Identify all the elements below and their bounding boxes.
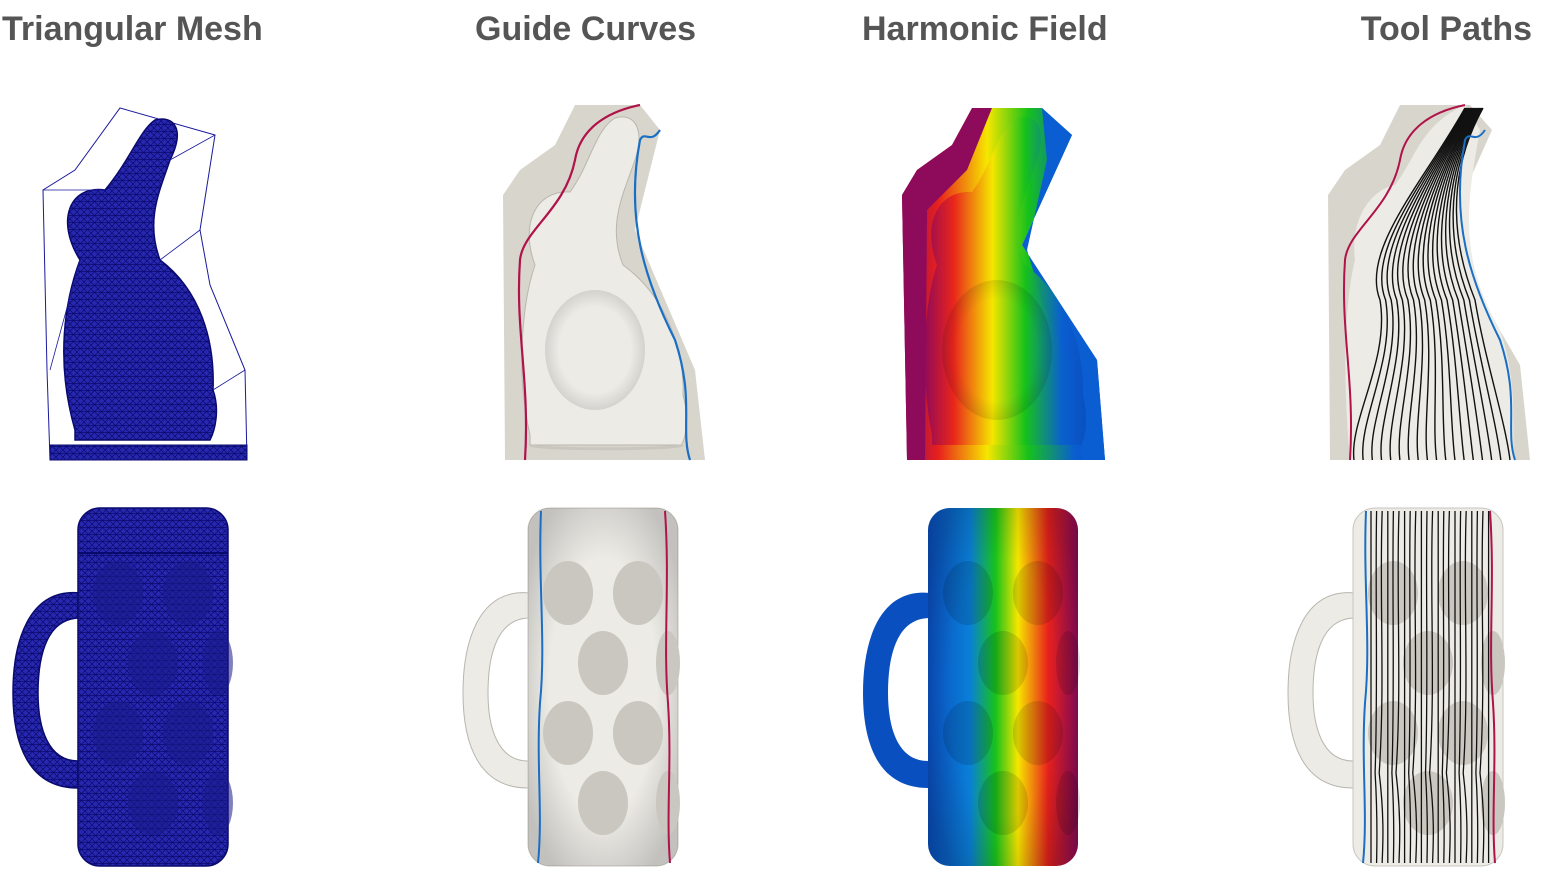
tool-path-line xyxy=(1362,107,1467,461)
tool-path-line xyxy=(1408,510,1412,864)
tool-path-line xyxy=(1444,107,1484,461)
title-guide-curves: Guide Curves xyxy=(475,10,697,48)
tool-path-line xyxy=(1417,107,1475,461)
tool-path-line xyxy=(1389,107,1470,461)
tool-path-line xyxy=(1407,107,1472,461)
title-harmonic-field: Harmonic Field xyxy=(862,10,1108,48)
tool-path-line xyxy=(1427,107,1477,461)
tool-path-line xyxy=(1445,510,1451,864)
tool-path-line xyxy=(1391,510,1395,864)
tool-path-line xyxy=(1432,107,1478,461)
tool-path-line xyxy=(1412,510,1418,864)
tool-path-line xyxy=(1352,107,1466,461)
tool-path-line xyxy=(1475,510,1479,864)
tool-path-line xyxy=(1462,510,1468,864)
tool-path-line xyxy=(1436,107,1479,461)
tool-path-line xyxy=(1395,510,1401,864)
tool-path-line xyxy=(1398,107,1471,461)
tool-path-line xyxy=(1448,107,1493,461)
tool-path-line xyxy=(1378,510,1384,864)
mug-harmonic-field-render xyxy=(863,508,1080,866)
mug-mesh-render xyxy=(12,507,233,867)
tool-path-line xyxy=(1458,510,1462,864)
tool-path-line xyxy=(1440,107,1480,461)
tool-path-line xyxy=(1479,510,1485,864)
tool-path-line xyxy=(1424,510,1429,864)
mug-guide-curves-render xyxy=(462,507,680,867)
mug-tool-paths-render xyxy=(1287,507,1505,867)
title-tool-paths: Tool Paths xyxy=(1360,10,1532,48)
bunny-guide-curves-render xyxy=(503,103,705,461)
tool-path-line xyxy=(1452,107,1502,461)
title-triangular-mesh: Triangular Mesh xyxy=(2,10,263,48)
tool-path-line xyxy=(1374,510,1378,864)
bunny-harmonic-field-render xyxy=(902,108,1105,460)
tool-path-line xyxy=(1412,107,1474,461)
tool-path-line xyxy=(1380,107,1469,461)
bunny-mesh-render xyxy=(42,107,248,461)
tool-path-line xyxy=(1422,107,1476,461)
tool-path-line xyxy=(1371,107,1468,461)
tool-path-line xyxy=(1428,510,1434,864)
bunny-tool-paths-render xyxy=(1328,104,1530,461)
tool-path-line xyxy=(1441,510,1445,864)
